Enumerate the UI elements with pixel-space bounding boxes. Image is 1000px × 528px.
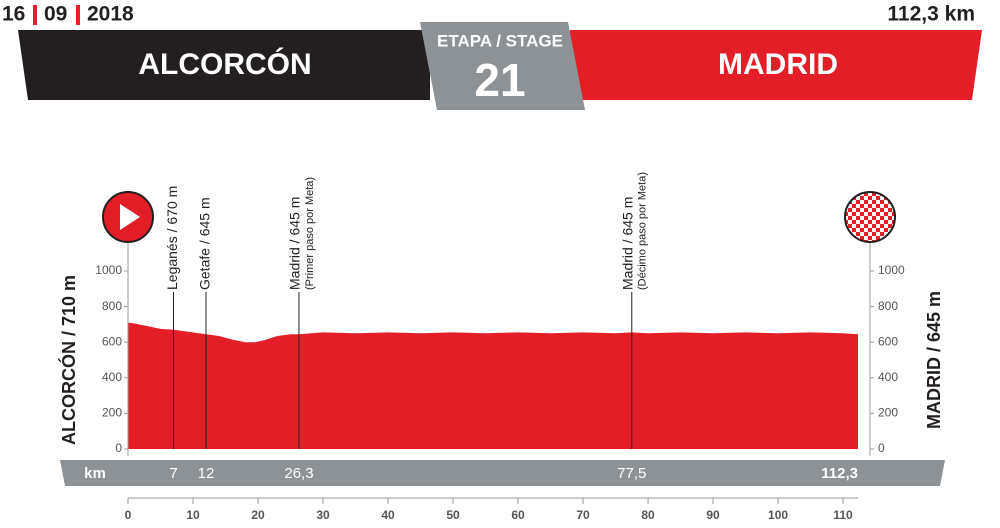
finish-side-label: MADRID / 645 m — [924, 291, 944, 429]
y-tick-label: 1000 — [95, 263, 122, 277]
stage-number: 21 — [474, 54, 525, 106]
distance: 112,3 km — [887, 3, 975, 26]
start-name: ALCORCÓN — [138, 47, 311, 81]
km-mark-label: 7 — [169, 465, 177, 482]
start-arrow — [120, 204, 140, 230]
y-tick-label-right: 1000 — [878, 263, 905, 277]
x-tick-label: 100 — [768, 508, 788, 522]
x-tick-label: 70 — [576, 508, 590, 522]
y-tick-label-right: 400 — [878, 370, 898, 384]
x-tick-label: 30 — [316, 508, 330, 522]
x-tick-label: 80 — [641, 508, 655, 522]
waypoint-note: (Décimo paso por Meta) — [637, 172, 649, 290]
y-tick-label: 200 — [102, 406, 122, 420]
x-tick-label: 20 — [251, 508, 265, 522]
y-tick-label: 400 — [102, 370, 122, 384]
x-tick-label: 90 — [706, 508, 720, 522]
start-band — [18, 30, 430, 100]
x-tick-label: 40 — [381, 508, 395, 522]
date-separator — [33, 5, 37, 25]
finish-name: MADRID — [718, 48, 838, 81]
km-mark-label: 77,5 — [617, 465, 646, 482]
y-tick-label-right: 800 — [878, 299, 898, 313]
km-mark-label: 112,3 — [821, 465, 858, 482]
y-tick-label-right: 200 — [878, 406, 898, 420]
finish-icon — [844, 191, 896, 243]
date-year: 2018 — [87, 3, 134, 26]
date-month: 09 — [44, 3, 67, 26]
km-strip — [60, 460, 945, 486]
x-tick-label: 10 — [186, 508, 200, 522]
y-tick-label: 0 — [115, 441, 122, 455]
waypoint-name: Leganés / 670 m — [164, 186, 180, 290]
start-side-label: ALCORCÓN / 710 m — [58, 275, 79, 445]
y-tick-label: 800 — [102, 299, 122, 313]
km-unit: km — [84, 465, 106, 482]
finish-band — [570, 30, 982, 100]
x-tick-label: 60 — [511, 508, 525, 522]
x-tick-label: 110 — [833, 508, 853, 522]
km-mark-label: 26,3 — [284, 465, 313, 482]
y-tick-label-right: 0 — [878, 441, 885, 455]
y-tick-label: 600 — [102, 334, 122, 348]
stage-box — [420, 22, 585, 110]
waypoint-note: (Primer paso por Meta) — [304, 177, 316, 290]
waypoint-name: Madrid / 645 m — [619, 197, 635, 290]
waypoint-name: Madrid / 645 m — [287, 197, 303, 290]
date-day: 16 — [2, 3, 25, 26]
elevation-area — [128, 322, 858, 449]
km-mark-label: 12 — [198, 465, 215, 482]
waypoint-name: Getafe / 645 m — [197, 197, 213, 290]
stage-label: ETAPA / STAGE — [437, 31, 563, 50]
x-tick-label: 0 — [125, 508, 132, 522]
y-tick-label-right: 600 — [878, 334, 898, 348]
x-tick-label: 50 — [446, 508, 460, 522]
date-separator — [76, 5, 80, 25]
